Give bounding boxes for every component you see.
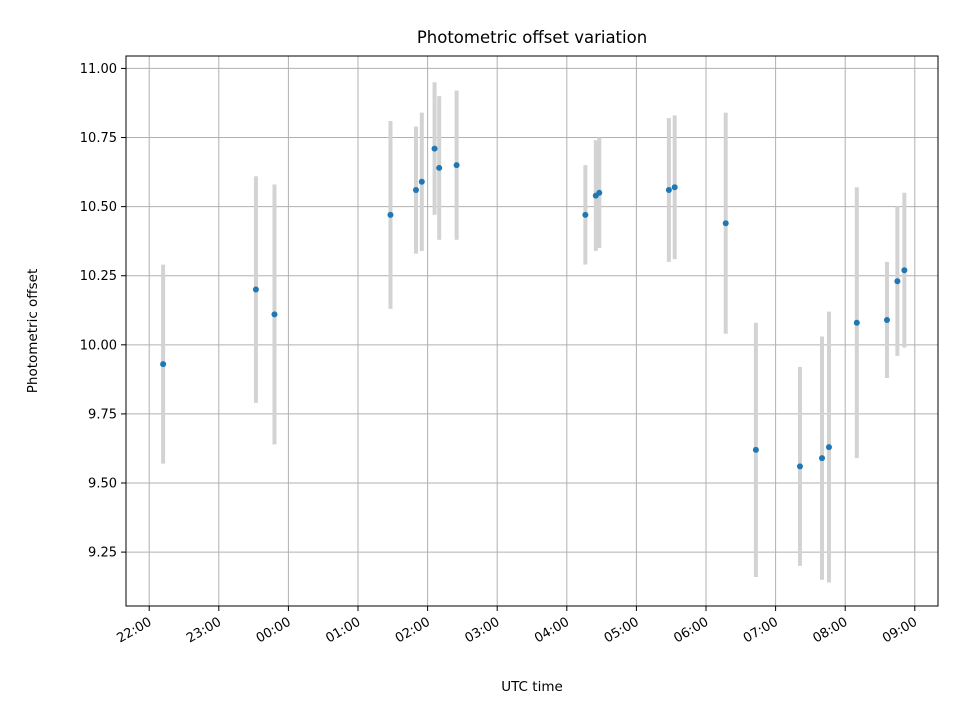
- data-point: [901, 267, 908, 274]
- data-point: [252, 286, 259, 293]
- y-tick-label: 9.25: [88, 546, 117, 561]
- y-axis-ticks: 9.25 9.50 9.75 10.00 10.25 10.50 10.75 11.00: [80, 62, 126, 561]
- data-point: [596, 189, 603, 196]
- data-point: [825, 444, 832, 451]
- x-axis-label: UTC time: [501, 679, 563, 695]
- data-point: [752, 446, 759, 453]
- plot-area: [126, 56, 938, 606]
- y-tick-label: 9.50: [88, 477, 117, 492]
- data-point: [796, 463, 803, 470]
- data-point: [413, 187, 419, 194]
- y-tick-label: 11.00: [80, 62, 117, 77]
- y-tick-label: 10.50: [80, 200, 117, 215]
- data-point: [722, 220, 729, 227]
- grid-lines: [126, 56, 938, 606]
- data-point: [671, 184, 678, 191]
- data-point: [436, 164, 443, 171]
- y-tick-label: 9.75: [88, 407, 117, 422]
- y-tick-label: 10.25: [80, 269, 117, 284]
- data-point: [582, 211, 589, 218]
- data-point: [271, 311, 278, 318]
- data-point: [431, 145, 438, 152]
- y-axis-label: Photometric offset: [25, 269, 41, 393]
- data-point: [453, 162, 460, 169]
- data-point: [160, 361, 167, 368]
- data-point: [853, 319, 860, 326]
- y-tick-label: 10.75: [80, 131, 117, 146]
- y-tick-label: 10.00: [80, 338, 117, 353]
- data-points: [160, 145, 908, 470]
- data-point: [819, 455, 825, 462]
- plot-frame: [125, 55, 939, 607]
- chart-title: Photometric offset variation: [417, 28, 647, 47]
- data-point: [387, 211, 394, 218]
- data-point: [894, 278, 901, 285]
- data-point: [418, 178, 425, 185]
- data-point: [883, 316, 890, 323]
- data-point: [665, 187, 672, 194]
